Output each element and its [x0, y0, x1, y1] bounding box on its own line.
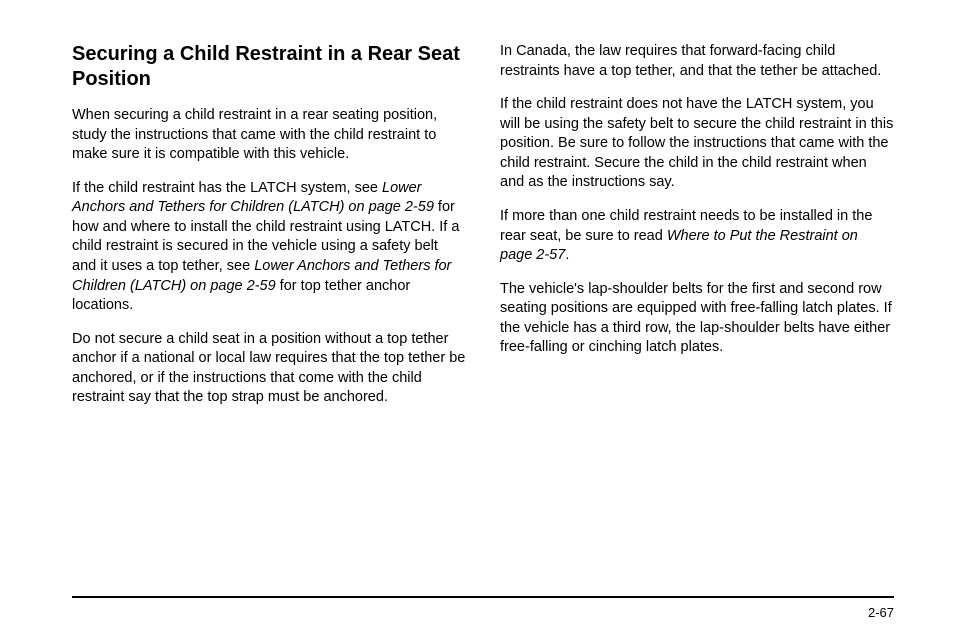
- body-paragraph: When securing a child restraint in a rea…: [72, 106, 466, 165]
- body-paragraph: If the child restraint has the LATCH sys…: [72, 179, 466, 316]
- footer-rule: [72, 596, 894, 598]
- text-run: If the child restraint has the LATCH sys…: [72, 180, 382, 196]
- body-paragraph: If more than one child restraint needs t…: [500, 207, 894, 266]
- page-content: Securing a Child Restraint in a Rear Sea…: [0, 0, 954, 422]
- left-column: Securing a Child Restraint in a Rear Sea…: [72, 42, 466, 422]
- body-paragraph: In Canada, the law requires that forward…: [500, 42, 894, 81]
- text-run: .: [565, 247, 569, 263]
- right-column: In Canada, the law requires that forward…: [500, 42, 894, 422]
- section-heading: Securing a Child Restraint in a Rear Sea…: [72, 42, 466, 92]
- page-number: 2-67: [868, 605, 894, 620]
- body-paragraph: The vehicle's lap-shoulder belts for the…: [500, 280, 894, 358]
- body-paragraph: Do not secure a child seat in a position…: [72, 330, 466, 408]
- body-paragraph: If the child restraint does not have the…: [500, 95, 894, 193]
